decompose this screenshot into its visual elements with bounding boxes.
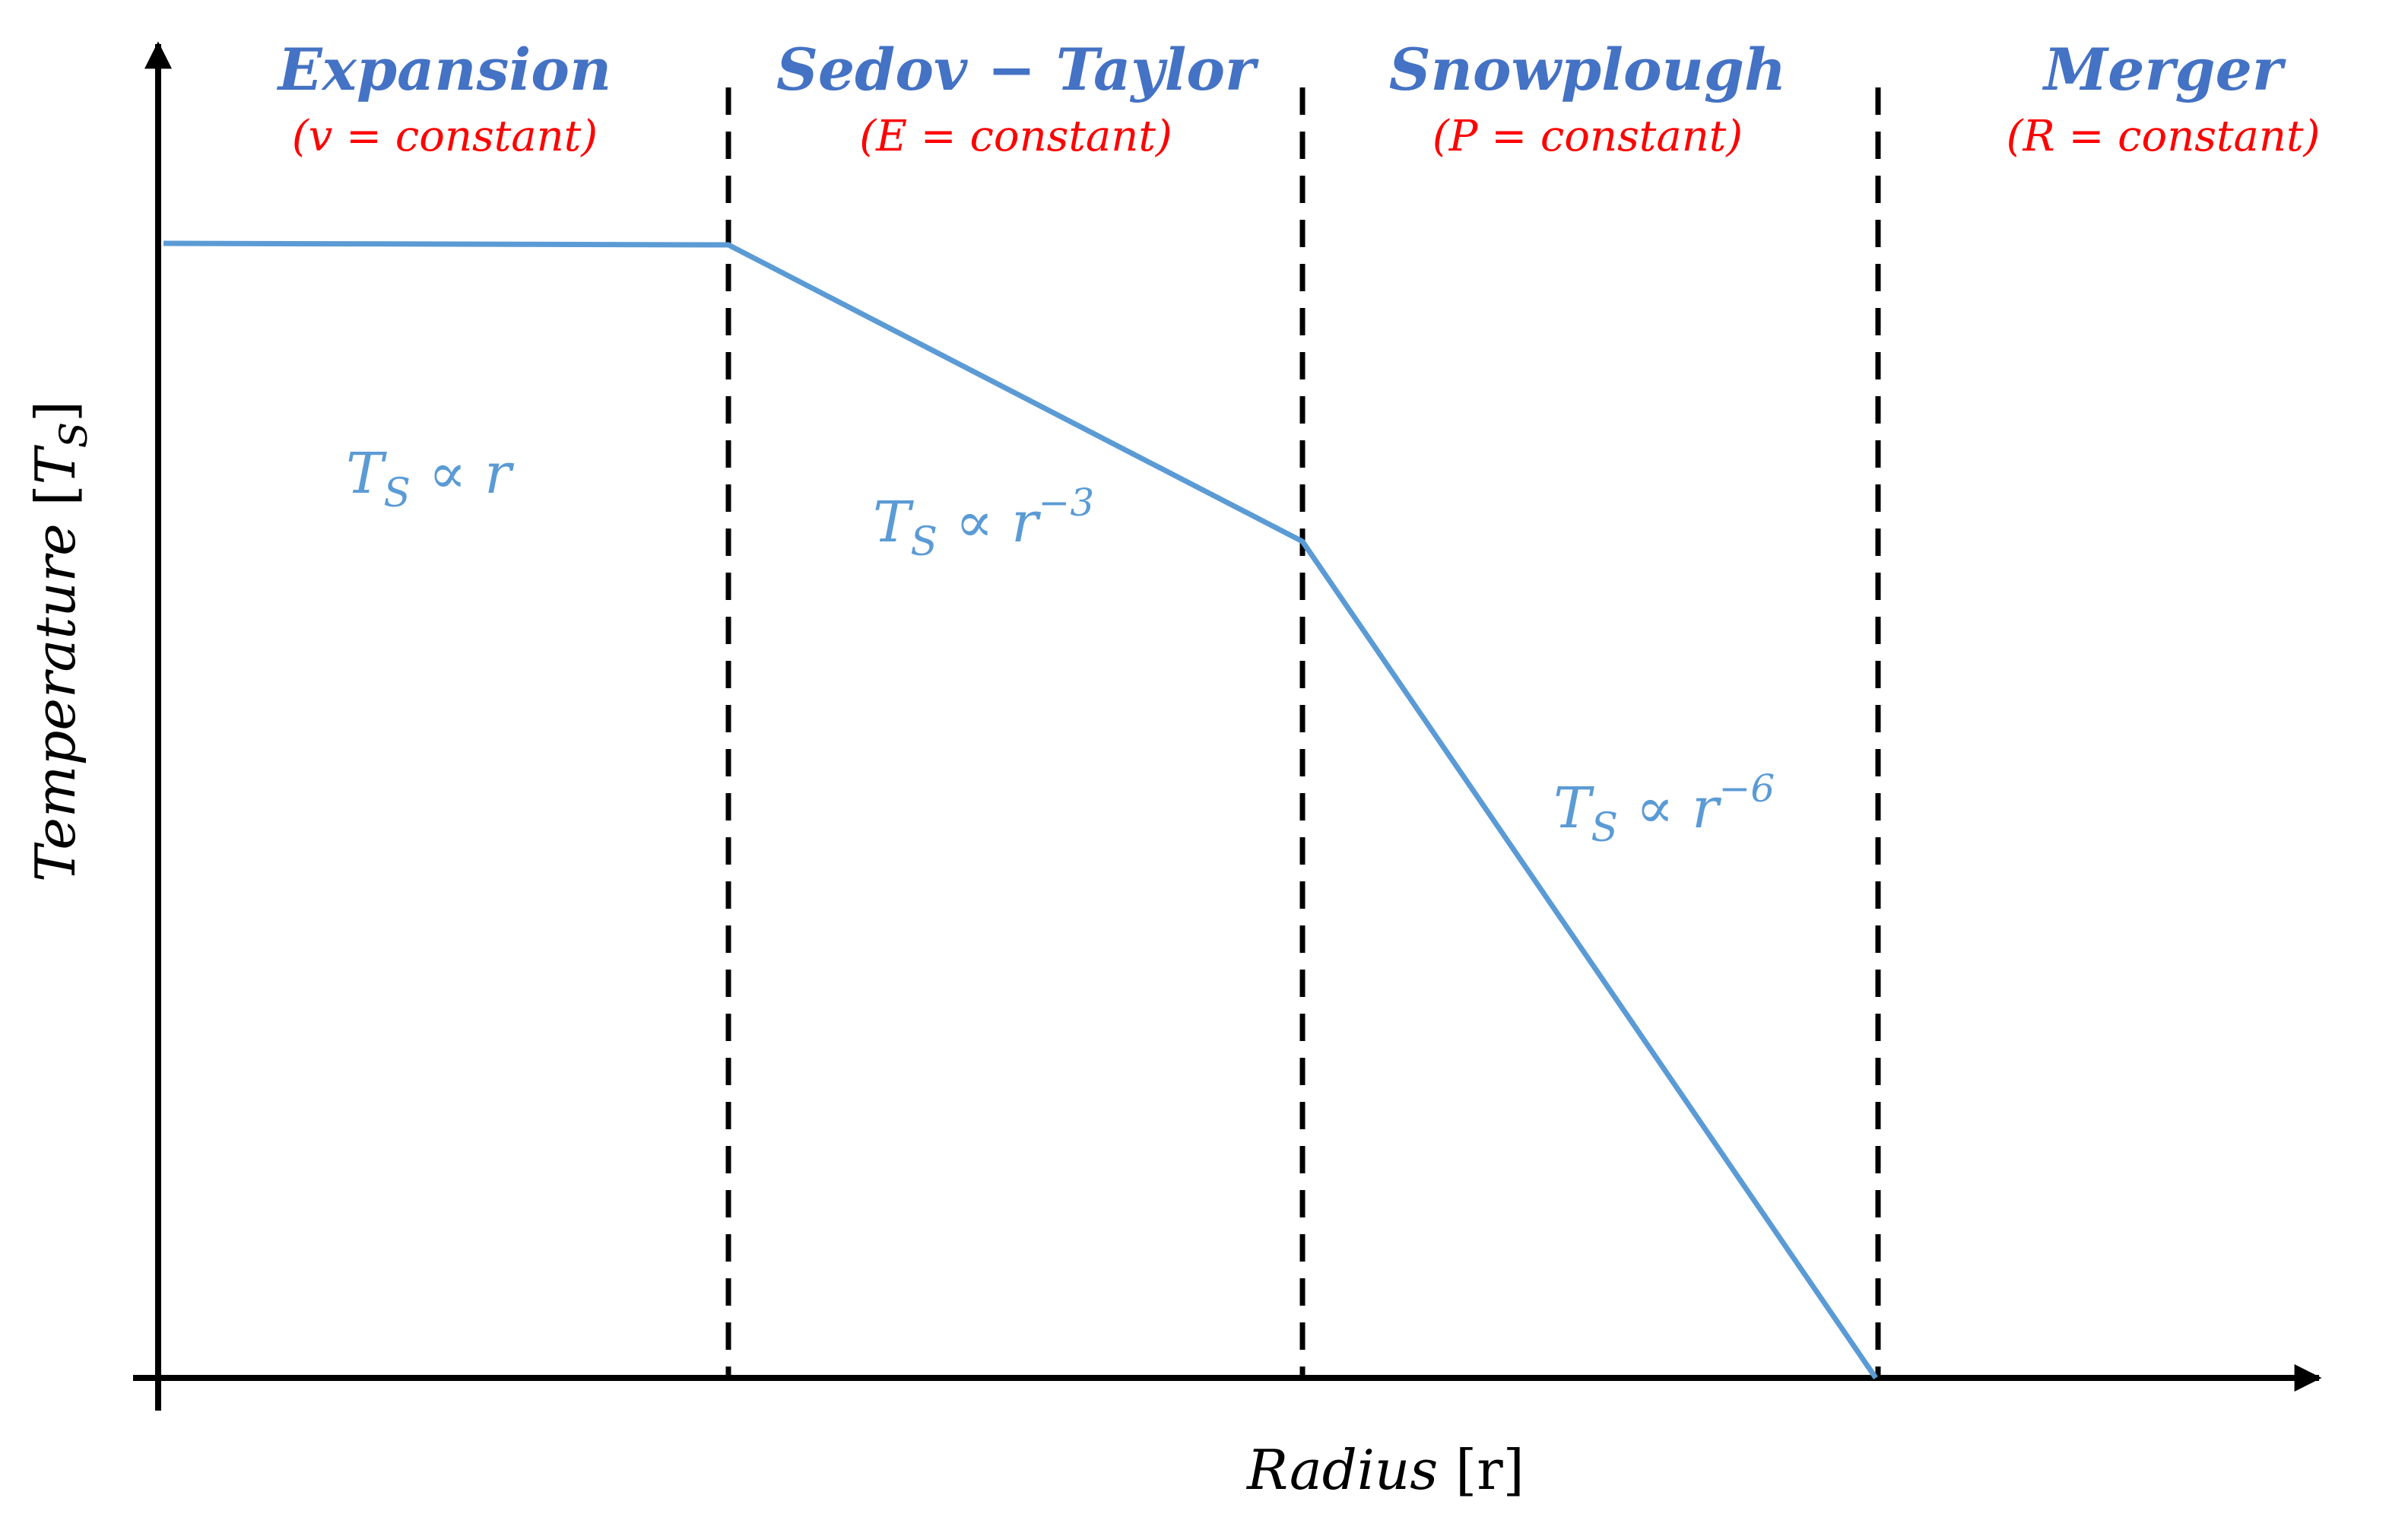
y-axis-label-base: T xyxy=(24,444,87,484)
phase-title-expansion: Expansion xyxy=(277,36,611,103)
y-axis-label-subscript: S xyxy=(52,422,96,448)
temperature-curve xyxy=(163,240,1878,1379)
relation-sedov-taylor: TS ∝ r−3 xyxy=(873,481,1094,565)
relation-subscript: S xyxy=(1591,805,1618,851)
x-axis-label-main: Radius xyxy=(1245,1438,1455,1502)
phase-title-sedov-taylor: Sedov − Taylor xyxy=(776,36,1259,103)
relation-rest: ∝ r xyxy=(938,490,1042,555)
x-axis-label-unit: [r] xyxy=(1455,1438,1524,1502)
relation-snowplough: TS ∝ r−6 xyxy=(1553,767,1775,851)
phase-condition-expansion: (v = constant) xyxy=(292,112,598,161)
phase-condition-snowplough: (P = constant) xyxy=(1432,112,1743,161)
phase-condition-sedov-taylor: (E = constant) xyxy=(859,112,1172,161)
phase-title-snowplough: Snowplough xyxy=(1389,36,1787,103)
relation-base: T xyxy=(873,490,914,555)
relation-base: T xyxy=(346,441,387,506)
y-axis-label-main: Temperature xyxy=(24,506,87,882)
x-axis-label: Radius [r] xyxy=(1245,1438,1524,1502)
relation-subscript: S xyxy=(383,471,411,516)
relation-expansion: TS ∝ r xyxy=(346,441,515,516)
phase-condition-merger: (R = constant) xyxy=(2007,112,2321,161)
relation-subscript: S xyxy=(910,519,938,565)
relation-exponent: −6 xyxy=(1718,767,1775,811)
relation-base: T xyxy=(1553,776,1594,841)
y-axis-label-bracket-open: [ xyxy=(24,484,87,506)
y-axis-label-bracket-close: ] xyxy=(24,401,87,422)
y-axis-label: Temperature [TS] xyxy=(24,401,96,882)
phase-title-merger: Merger xyxy=(2042,36,2286,103)
relation-rest: ∝ r xyxy=(1618,776,1722,841)
relation-exponent: −3 xyxy=(1038,481,1094,525)
relation-rest: ∝ r xyxy=(411,441,515,506)
